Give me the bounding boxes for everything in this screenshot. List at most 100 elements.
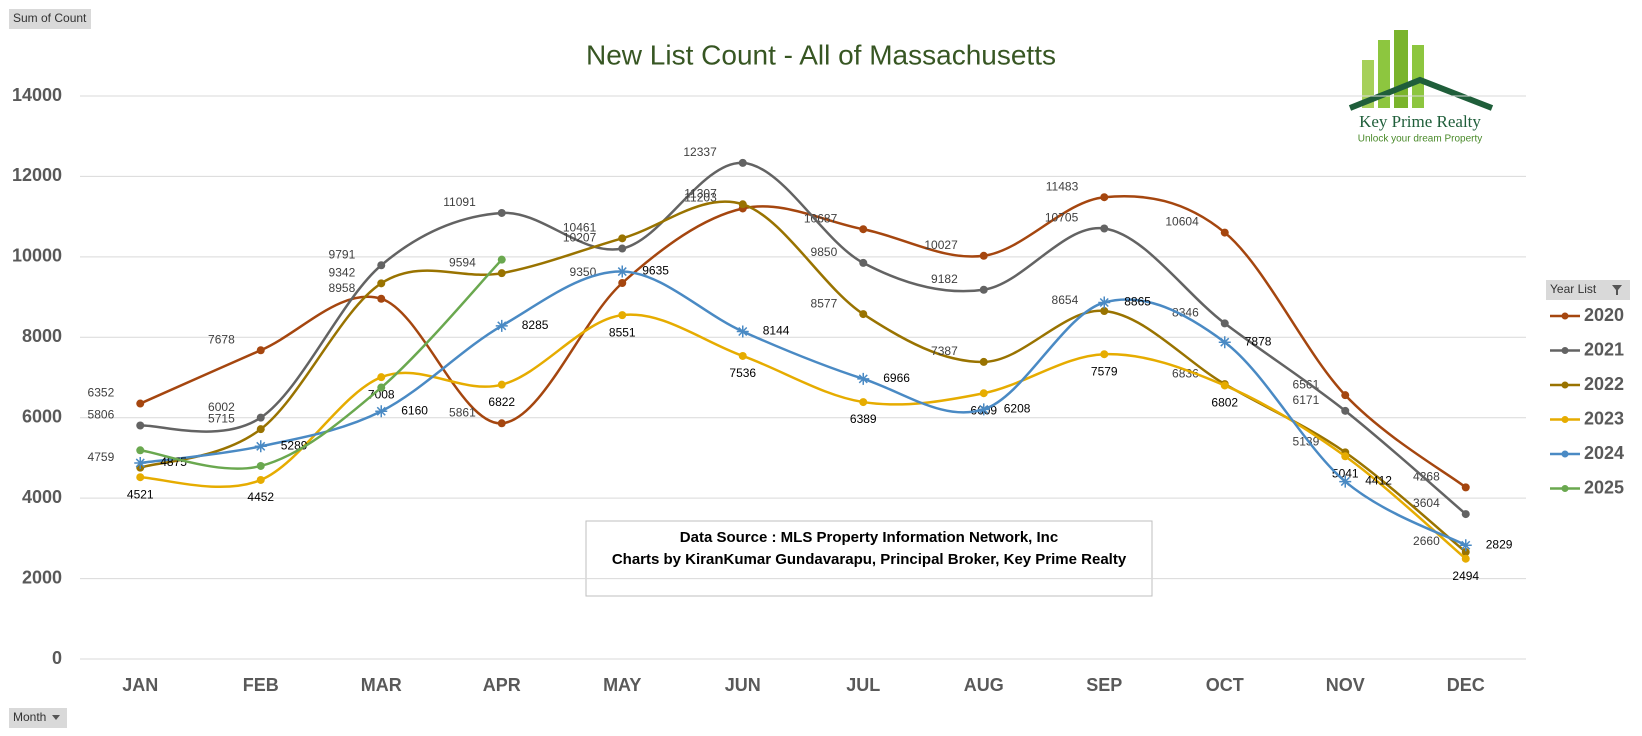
data-label: 8865: [1124, 295, 1151, 309]
marker: [377, 261, 386, 270]
data-label: 7536: [729, 366, 756, 380]
marker: [736, 325, 749, 338]
y-tick-label: 12000: [12, 165, 62, 185]
marker: [497, 419, 506, 428]
data-label: 5861: [449, 405, 476, 419]
series-line: [140, 270, 1467, 547]
marker: [136, 421, 145, 430]
data-label: 9594: [449, 255, 476, 269]
legend-marker: [1561, 347, 1569, 354]
data-label: 5289: [281, 438, 308, 452]
data-label: 5806: [88, 408, 115, 422]
data-label: 12337: [683, 145, 717, 159]
marker: [1341, 391, 1350, 400]
data-label: 2660: [1413, 534, 1440, 548]
y-tick-label: 6000: [22, 406, 62, 426]
data-label: 8958: [329, 281, 356, 295]
data-label: 6002: [208, 400, 235, 414]
marker: [738, 200, 747, 209]
marker: [859, 398, 868, 407]
marker: [979, 357, 988, 366]
y-tick-label: 4000: [22, 487, 62, 507]
marker: [254, 440, 267, 453]
data-label: 4875: [160, 455, 187, 469]
marker: [1461, 548, 1470, 557]
legend-marker: [1561, 485, 1569, 492]
marker: [1100, 306, 1109, 315]
legend-title: Year List: [1550, 282, 1597, 296]
logo-building: [1412, 45, 1424, 108]
y-tick-label: 8000: [22, 326, 62, 346]
marker: [497, 380, 506, 389]
marker: [1220, 381, 1229, 390]
marker: [1341, 452, 1350, 461]
data-label: 6389: [850, 412, 877, 426]
marker: [1218, 336, 1231, 349]
marker: [618, 311, 627, 320]
data-label: 7008: [368, 387, 395, 401]
marker: [859, 225, 868, 234]
logo-name: Key Prime Realty: [1359, 112, 1481, 131]
x-tick-label: MAR: [361, 675, 402, 695]
series: 5806 6002 9791 11091 10207 12337 9850 9182 10705…: [88, 145, 1470, 519]
legend-label: 2024: [1584, 443, 1624, 463]
data-label: 6160: [401, 403, 428, 417]
marker: [256, 475, 265, 484]
data-label: 6352: [88, 386, 115, 400]
filter-icon: [1612, 285, 1622, 295]
legend-filter-button[interactable]: [1546, 280, 1630, 300]
series: [136, 255, 506, 470]
marker: [134, 456, 147, 469]
x-tick-label: JUN: [725, 675, 761, 695]
data-label: 10604: [1165, 215, 1199, 229]
data-label: 6208: [1004, 402, 1031, 416]
axis-field-label: Month: [13, 710, 46, 724]
marker: [375, 405, 388, 418]
axis-field-button[interactable]: [9, 708, 67, 728]
legend-label: 2025: [1584, 477, 1624, 497]
data-label: 4521: [127, 487, 154, 501]
data-label: 9182: [931, 272, 958, 286]
note-box: [585, 520, 1153, 597]
data-label: 9342: [329, 265, 356, 279]
marker: [859, 258, 868, 267]
marker: [377, 294, 386, 303]
marker: [1220, 228, 1229, 237]
data-label: 8577: [811, 296, 838, 310]
marker: [136, 399, 145, 408]
series: 4875 5289 6160 8285 9635 8144 6966 6208 8865 7878…: [134, 264, 1513, 551]
marker: [377, 383, 386, 392]
marker: [1461, 510, 1470, 519]
series-line: [140, 258, 503, 470]
data-label: 11091: [443, 195, 476, 209]
logo-roof: [1348, 76, 1494, 111]
data-label: 9850: [811, 245, 838, 259]
legend-marker: [1561, 450, 1569, 458]
data-label: 4412: [1365, 474, 1392, 488]
data-label: 7387: [931, 344, 958, 358]
x-tick-label: SEP: [1086, 675, 1122, 695]
data-label: 11483: [1046, 179, 1079, 193]
x-tick-label: NOV: [1326, 675, 1365, 695]
marker: [618, 244, 627, 253]
legend-label: 2021: [1584, 339, 1624, 359]
data-label: 6171: [1293, 393, 1320, 407]
marker: [497, 269, 506, 278]
legend-label: 2022: [1584, 374, 1624, 394]
data-label: 8654: [1052, 293, 1079, 307]
value-field-button[interactable]: [9, 9, 91, 29]
note-line: Data Source : MLS Property Information N…: [680, 529, 1058, 546]
marker: [979, 285, 988, 294]
dropdown-icon: [52, 715, 60, 720]
marker: [857, 372, 870, 385]
data-label: 6966: [883, 371, 910, 385]
x-tick-label: FEB: [243, 675, 279, 695]
marker: [495, 319, 508, 332]
data-label: 11203: [684, 191, 717, 205]
marker: [1461, 554, 1470, 563]
marker: [618, 234, 627, 243]
data-label: 6802: [1211, 396, 1238, 410]
legend-label: 2023: [1584, 408, 1624, 428]
marker: [1100, 193, 1109, 202]
